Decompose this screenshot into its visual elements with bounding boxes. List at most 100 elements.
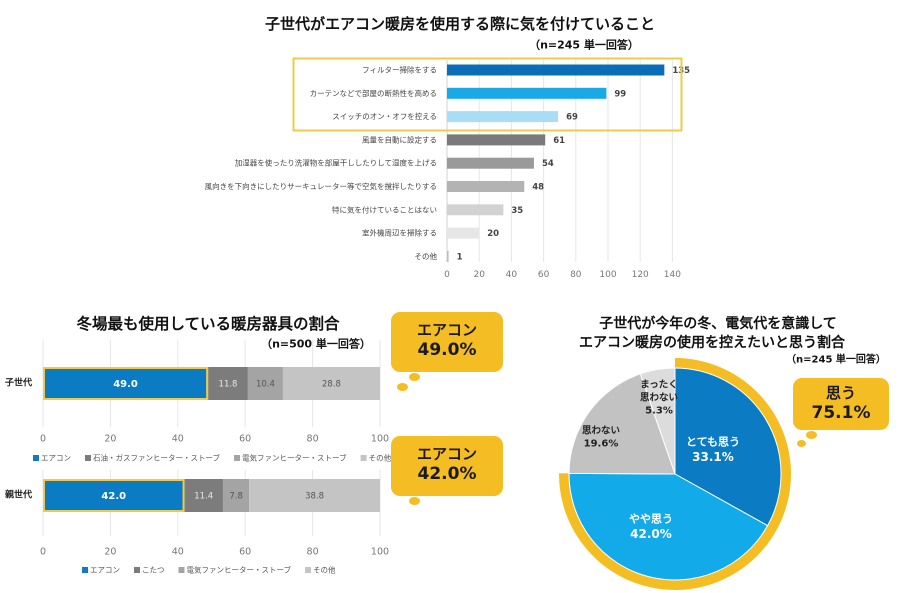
slice-value: 19.6% — [584, 439, 619, 450]
segment-label: 7.8 — [229, 492, 243, 502]
callout-parent-label: エアコン — [416, 445, 477, 463]
category-label: 風向きを下向きにしたりサーキュレーター等で空気を撹拌したりする — [205, 181, 437, 191]
category-label: 加湿器を使ったり洗濯物を部屋干ししたりして湿度を上げる — [235, 158, 437, 168]
x-tick-label: 100 — [371, 434, 389, 445]
data-label: 54 — [542, 159, 554, 169]
x-tick-label: 0 — [40, 547, 46, 558]
legend-swatch — [234, 455, 241, 461]
callout-bubble-parent: エアコン 42.0% — [391, 436, 503, 496]
category-label: 特に気を付けていることはない — [332, 204, 437, 214]
data-label: 99 — [614, 89, 626, 99]
chart-subtitle: （n=245 単一回答） — [786, 353, 886, 366]
chart-title: 冬場最も使用している暖房器具の割合 — [76, 314, 340, 333]
x-tick-label: 80 — [570, 270, 582, 280]
category-label: カーテンなどで部屋の断熱性を高める — [310, 88, 437, 98]
x-tick-label: 40 — [506, 270, 518, 280]
bar — [447, 64, 665, 76]
segment-label: 38.8 — [305, 492, 324, 502]
highlight-outline — [43, 367, 209, 400]
bar-segment — [43, 479, 185, 512]
callout-parent-value: 42.0% — [417, 464, 477, 484]
callout-dot — [397, 383, 408, 391]
chart-title-line2: エアコン暖房の使用を控えたいと思う割合 — [579, 334, 846, 351]
x-tick-label: 0 — [444, 270, 450, 280]
callout-think-label: 思う — [825, 384, 856, 402]
category-label: フィルター掃除をする — [362, 65, 437, 75]
chart-title: 子世代がエアコン暖房を使用する際に気を付けていること — [265, 15, 655, 33]
bar-segment — [43, 367, 209, 400]
callout-dot — [797, 440, 806, 447]
x-tick-label: 100 — [599, 270, 616, 280]
legend-label: 電気ファンヒーター・ストーブ — [242, 453, 347, 463]
slice-label: まったく — [640, 379, 678, 391]
legend-label: その他 — [313, 565, 336, 575]
bar — [447, 111, 559, 123]
slice-label: やや思う — [629, 513, 673, 526]
legend-swatch — [178, 567, 185, 573]
pie-slice — [639, 367, 676, 475]
segment-label: 42.0 — [101, 491, 126, 502]
segment-label: 28.8 — [322, 380, 341, 390]
x-tick-label: 0 — [40, 434, 46, 445]
legend-swatch — [305, 567, 312, 573]
bar-segment — [247, 367, 283, 400]
slice-value: 5.3% — [645, 406, 673, 417]
callout-dot — [409, 497, 420, 505]
x-tick-label: 60 — [239, 547, 251, 558]
legend-label: エアコン — [41, 454, 71, 463]
slice-label: 思わない — [582, 426, 620, 437]
chart-subtitle: （n=245 単一回答） — [529, 38, 639, 52]
bar-segment — [249, 479, 380, 512]
category-label: 風量を自動に設定する — [362, 134, 437, 144]
chart-title-line1: 子世代が今年の冬、電気代を意識して — [599, 315, 837, 332]
slice-value: 33.1% — [692, 450, 734, 464]
slice-label: とても思う — [686, 436, 740, 449]
x-tick-label: 120 — [632, 270, 649, 280]
legend-label: その他 — [369, 453, 392, 463]
bar — [447, 250, 449, 262]
legend-label: 電気ファンヒーター・ストーブ — [187, 565, 292, 575]
bar-segment — [282, 367, 380, 400]
row-label: 子世代 — [5, 377, 32, 389]
data-label: 1 — [457, 252, 463, 262]
category-label: その他 — [415, 251, 438, 261]
x-tick-label: 20 — [104, 547, 116, 558]
segment-label: 10.4 — [256, 380, 275, 390]
highlight-outline — [43, 479, 185, 512]
slice-value: 42.0% — [630, 527, 672, 541]
legend-swatch — [134, 567, 140, 573]
legend-swatch — [33, 455, 39, 461]
pie-slice — [568, 472, 769, 581]
bar — [447, 87, 607, 99]
legend-swatch — [82, 567, 88, 573]
callout-think-value: 75.1% — [811, 403, 871, 423]
legend-label: エアコン — [90, 566, 120, 575]
chart-subtitle: （n=500 単一回答） — [261, 337, 371, 351]
x-tick-label: 80 — [307, 434, 319, 445]
bar — [447, 134, 546, 146]
legend-swatch — [85, 455, 91, 461]
callout-dot — [806, 431, 817, 439]
segment-label: 11.8 — [219, 380, 238, 390]
legend-label: 石油・ガスファンヒーター・ストーブ — [93, 453, 221, 463]
x-tick-label: 60 — [239, 434, 251, 445]
callout-bubble-child: エアコン 49.0% — [391, 312, 503, 372]
x-tick-label: 80 — [307, 547, 319, 558]
data-label: 61 — [553, 136, 565, 146]
category-label: スイッチのオン・オフを控える — [332, 111, 437, 121]
bar-segment — [208, 367, 248, 400]
x-tick-label: 140 — [664, 270, 681, 280]
bar — [447, 157, 534, 169]
callout-dot — [409, 373, 420, 381]
x-tick-label: 20 — [473, 270, 485, 280]
data-label: 69 — [566, 113, 578, 123]
data-label: 48 — [532, 183, 544, 193]
legend-label: こたつ — [142, 566, 165, 575]
bar-segment — [222, 479, 250, 512]
slice-label: 思わない — [640, 393, 678, 404]
chart-heating-devices: 冬場最も使用している暖房器具の割合 （n=500 単一回答） 0 20 40 60 80 10… — [5, 314, 392, 575]
segment-label: 11.4 — [194, 492, 213, 502]
x-tick-label: 40 — [172, 434, 184, 445]
